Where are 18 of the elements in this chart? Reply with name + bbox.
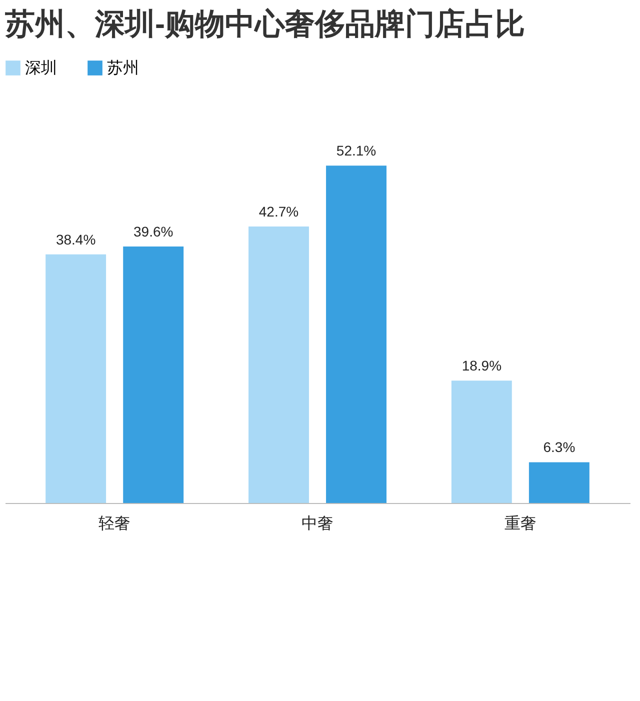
bar xyxy=(326,166,386,503)
x-tick-label: 中奢 xyxy=(302,514,334,532)
bar xyxy=(46,254,106,503)
bar xyxy=(528,462,590,503)
data-label: 52.1% xyxy=(336,142,376,159)
bar xyxy=(451,380,512,503)
data-label: 18.9% xyxy=(462,358,502,374)
data-label: 39.6% xyxy=(133,224,174,240)
legend-label: 苏州 xyxy=(107,59,139,77)
bar xyxy=(123,246,184,503)
data-label: 42.7% xyxy=(258,203,299,220)
legend-label: 深圳 xyxy=(25,59,57,77)
data-label: 6.3% xyxy=(543,439,576,456)
bar xyxy=(248,226,309,503)
x-tick-label: 重奢 xyxy=(504,514,536,532)
chart-title: 苏州、深圳-购物中心奢侈品牌门店占比 xyxy=(4,7,525,41)
x-tick-label: 轻奢 xyxy=(98,516,131,532)
data-label: 38.4% xyxy=(56,231,96,248)
